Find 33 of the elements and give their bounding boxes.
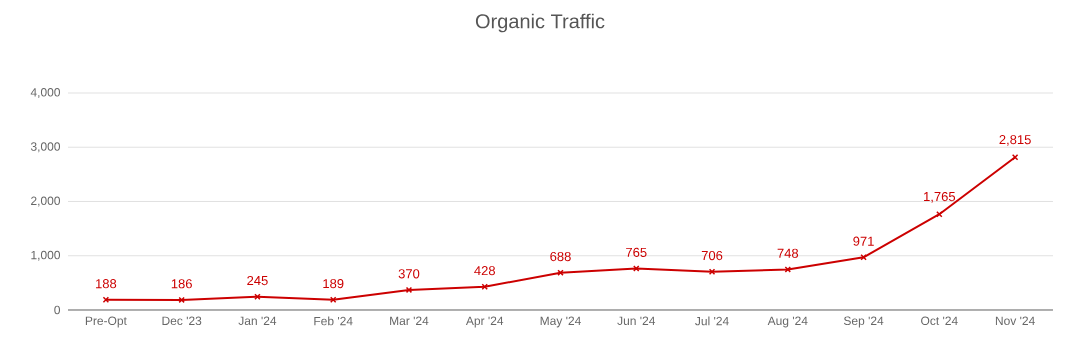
- point: [481, 283, 488, 290]
- data-label: 971: [853, 236, 874, 246]
- y-tick-label: 2,000: [31, 196, 61, 207]
- x-tick-label: Dec '23: [162, 316, 202, 326]
- x-tick-label: Feb '24: [314, 316, 353, 326]
- x-tick-label: Nov '24: [995, 316, 1035, 326]
- x-tick-label: Apr '24: [465, 316, 504, 328]
- data-label: 2,815: [999, 135, 1031, 146]
- y-tick-label: 4,000: [30, 88, 61, 98]
- data-label: 188: [96, 279, 117, 289]
- data-label: 748: [777, 248, 799, 258]
- data-label: 706: [701, 250, 723, 261]
- data-label: 370: [398, 269, 420, 279]
- x-tick-label: Pre-Opt: [85, 316, 127, 328]
- x-tick-label: Jan '24: [238, 316, 277, 326]
- y-tick-label: 1,000: [31, 250, 61, 261]
- data-label: 189: [323, 278, 344, 289]
- x-tick-label: May '24: [540, 316, 581, 328]
- x-tick-label: Jun '24: [617, 316, 656, 326]
- y-tick-label: 0: [54, 305, 61, 315]
- x-tick-label: Aug '24: [767, 316, 808, 328]
- x-tick-label: Sep '24: [843, 316, 884, 328]
- data-label: 688: [550, 251, 571, 262]
- data-label: 428: [474, 266, 496, 276]
- y-tick-label: 3,000: [30, 142, 61, 153]
- data-label: 1,765: [924, 191, 956, 203]
- chart-title: Organic Traffic: [475, 13, 605, 33]
- data-label: 765: [626, 247, 647, 257]
- data-label: 245: [247, 275, 268, 286]
- x-tick-label: Jul '24: [695, 316, 729, 326]
- x-tick-label: Oct '24: [921, 316, 958, 326]
- data-label: 186: [171, 279, 192, 289]
- x-tick-label: Mar '24: [390, 316, 429, 326]
